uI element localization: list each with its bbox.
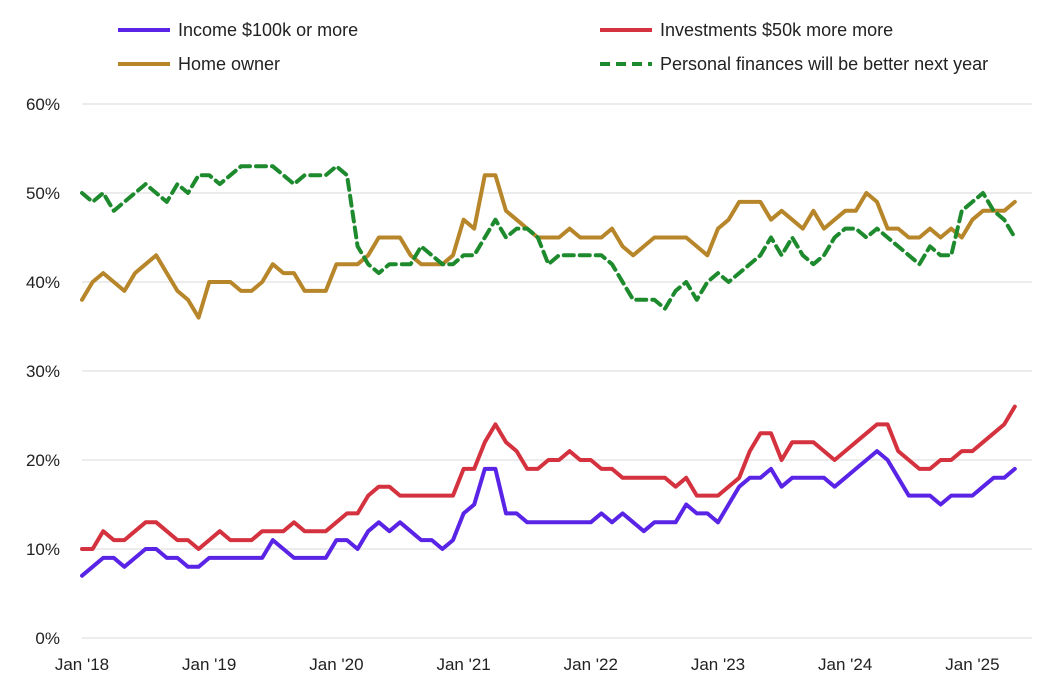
legend: Income $100k or more Investments $50k mo… bbox=[118, 20, 988, 74]
y-tick-label: 10% bbox=[26, 540, 60, 559]
legend-label-personal-finances: Personal finances will be better next ye… bbox=[660, 54, 988, 74]
x-tick-label: Jan '18 bbox=[55, 655, 109, 674]
series-lines bbox=[80, 164, 1017, 578]
legend-item-income: Income $100k or more bbox=[118, 20, 358, 40]
y-tick-label: 40% bbox=[26, 273, 60, 292]
y-tick-label: 20% bbox=[26, 451, 60, 470]
x-tick-label: Jan '23 bbox=[691, 655, 745, 674]
y-tick-label: 0% bbox=[35, 629, 60, 648]
y-axis-ticks: 0% 10% 20% 30% 40% 50% 60% bbox=[26, 95, 60, 648]
x-axis-ticks: Jan '18 Jan '19 Jan '20 Jan '21 Jan '22 Jan '… bbox=[55, 655, 1000, 674]
series-line-investments bbox=[80, 404, 1017, 551]
x-tick-label: Jan '25 bbox=[945, 655, 999, 674]
series-line-income bbox=[80, 449, 1017, 578]
x-tick-label: Jan '22 bbox=[564, 655, 618, 674]
series-line-home-owner bbox=[80, 173, 1017, 320]
legend-label-home-owner: Home owner bbox=[178, 54, 280, 74]
x-tick-label: Jan '20 bbox=[309, 655, 363, 674]
legend-label-income: Income $100k or more bbox=[178, 20, 358, 40]
legend-item-investments: Investments $50k more more bbox=[600, 20, 893, 40]
series-line-personal-finances bbox=[80, 164, 1017, 311]
legend-item-personal-finances: Personal finances will be better next ye… bbox=[600, 54, 988, 74]
x-tick-label: Jan '19 bbox=[182, 655, 236, 674]
legend-label-investments: Investments $50k more more bbox=[660, 20, 893, 40]
y-tick-label: 30% bbox=[26, 362, 60, 381]
y-tick-label: 50% bbox=[26, 184, 60, 203]
legend-item-home-owner: Home owner bbox=[118, 54, 280, 74]
x-tick-label: Jan '21 bbox=[436, 655, 490, 674]
x-tick-label: Jan '24 bbox=[818, 655, 872, 674]
y-tick-label: 60% bbox=[26, 95, 60, 114]
